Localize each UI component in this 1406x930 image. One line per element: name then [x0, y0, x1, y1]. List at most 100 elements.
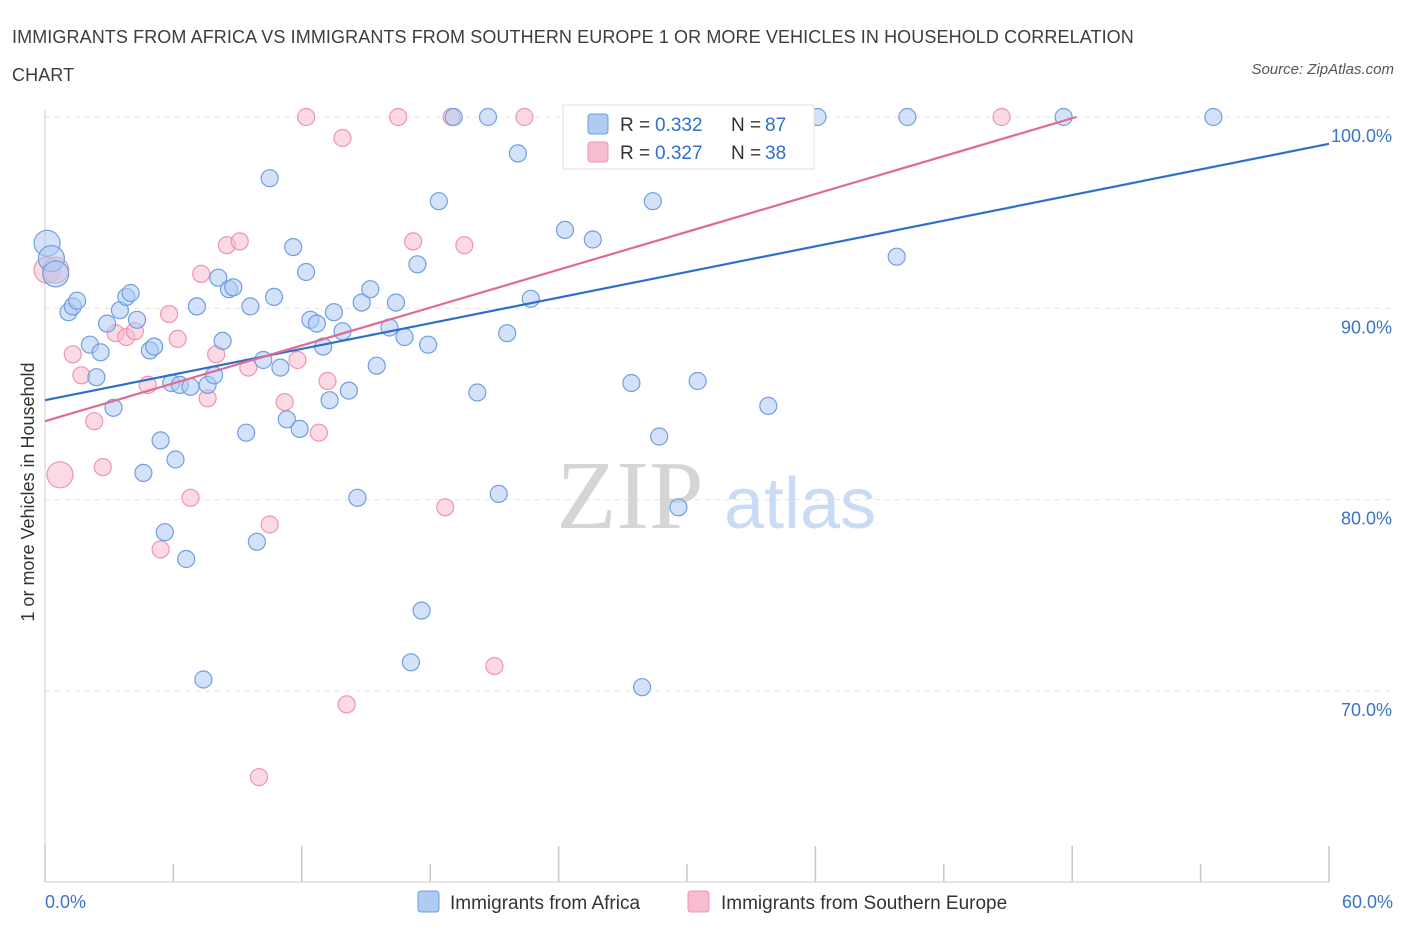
stats-r-label-europe: R =: [620, 143, 650, 164]
data-point-africa: [284, 238, 303, 257]
trend-line-southern-europe: [44, 115, 1077, 423]
data-point-southern-europe: [63, 345, 82, 364]
data-point-africa: [401, 653, 420, 672]
data-point-africa: [643, 192, 662, 211]
data-point-southern-europe: [260, 515, 279, 534]
data-point-africa: [104, 398, 123, 417]
data-point-southern-europe: [288, 350, 307, 370]
watermark-zip: ZIP: [557, 442, 704, 550]
data-point-africa: [209, 268, 228, 287]
data-point-africa: [187, 297, 206, 316]
data-point-africa: [688, 371, 707, 391]
y-tick-label: 80.0%: [1341, 509, 1392, 529]
data-point-africa: [419, 335, 438, 354]
legend-label-africa: Immigrants from Africa: [450, 893, 640, 914]
legend-swatch-europe: [687, 890, 710, 913]
data-point-southern-europe: [72, 366, 91, 385]
data-point-africa: [622, 373, 641, 393]
data-point-southern-europe: [93, 458, 112, 477]
data-point-southern-europe: [485, 656, 504, 676]
data-point-southern-europe: [389, 107, 408, 127]
data-point-africa: [42, 260, 70, 288]
data-point-southern-europe: [992, 107, 1011, 127]
data-point-southern-europe: [160, 305, 179, 324]
x-tick-label-min: 0.0%: [45, 892, 86, 912]
data-point-africa: [271, 358, 290, 377]
data-point-africa: [307, 314, 326, 333]
data-point-africa: [297, 262, 316, 282]
data-point-africa: [324, 303, 343, 322]
data-point-africa: [241, 297, 260, 316]
legend-label-europe: Immigrants from Southern Europe: [721, 893, 1007, 914]
watermark-atlas: atlas: [724, 464, 876, 544]
data-point-africa: [237, 423, 256, 442]
data-point-africa: [412, 601, 431, 620]
data-point-southern-europe: [297, 107, 316, 127]
data-point-southern-europe: [515, 107, 534, 127]
series-legend: Immigrants from Africa Immigrants from S…: [417, 890, 1007, 914]
data-point-southern-europe: [436, 498, 455, 517]
data-point-africa: [468, 383, 487, 402]
stats-swatch-africa: [587, 113, 609, 135]
data-point-africa: [508, 144, 528, 163]
data-point-southern-europe: [168, 329, 187, 348]
data-point-africa: [155, 523, 174, 542]
stats-swatch-europe: [587, 141, 609, 163]
data-point-southern-europe: [337, 695, 356, 714]
data-point-africa: [759, 396, 778, 415]
data-point-africa: [97, 314, 117, 333]
data-point-southern-europe: [230, 232, 249, 251]
stats-n-label-europe: N =: [731, 143, 761, 164]
data-point-africa: [361, 280, 380, 299]
data-point-africa: [134, 463, 153, 482]
y-axis-label: 1 or more Vehicles in Household: [18, 362, 38, 621]
points-southern-europe: [33, 107, 1011, 787]
data-point-africa: [887, 247, 906, 266]
stats-r-africa: 0.332: [655, 115, 703, 136]
stats-n-europe: 38: [765, 143, 786, 164]
data-point-africa: [339, 381, 358, 400]
data-point-africa: [898, 107, 917, 127]
data-point-africa: [277, 410, 296, 429]
data-point-africa: [583, 230, 602, 249]
grid-layer: [45, 116, 1392, 692]
data-point-africa: [264, 287, 284, 306]
data-point-africa: [213, 331, 232, 350]
data-point-africa: [489, 484, 508, 503]
data-point-africa: [498, 324, 517, 343]
data-point-southern-europe: [333, 128, 352, 148]
data-point-africa: [290, 419, 309, 438]
x-tick-label-max: 60.0%: [1342, 892, 1393, 912]
chart-title: IMMIGRANTS FROM AFRICA VS IMMIGRANTS FRO…: [12, 27, 1134, 85]
y-tick-label: 70.0%: [1341, 700, 1392, 720]
data-point-africa: [145, 337, 164, 356]
data-point-africa: [444, 107, 463, 127]
data-point-southern-europe: [192, 264, 211, 283]
data-point-southern-europe: [181, 488, 200, 507]
data-point-africa: [320, 391, 339, 410]
y-tick-label: 90.0%: [1341, 317, 1392, 337]
chart-source: Source: ZipAtlas.com: [1251, 61, 1394, 78]
data-point-africa: [650, 427, 669, 446]
data-point-africa: [348, 488, 367, 507]
data-point-africa: [478, 107, 498, 127]
data-point-africa: [555, 220, 575, 239]
data-point-southern-europe: [151, 540, 170, 559]
axes-layer: 70.0% 80.0% 90.0% 100.0% 0.0% 60.0%: [44, 110, 1393, 912]
stats-r-europe: 0.327: [655, 143, 703, 164]
data-point-africa: [91, 343, 110, 362]
data-point-africa: [194, 670, 213, 689]
data-point-africa: [121, 283, 140, 303]
data-point-africa: [1204, 107, 1223, 127]
data-point-africa: [352, 293, 371, 312]
trend-layer: [44, 115, 1330, 423]
data-point-southern-europe: [249, 767, 269, 787]
points-africa: [33, 107, 1223, 697]
data-point-africa: [247, 532, 266, 551]
stats-n-africa: 87: [765, 115, 786, 136]
data-point-africa: [67, 291, 87, 310]
data-point-africa: [429, 192, 448, 211]
trend-line-africa: [44, 142, 1330, 402]
stats-r-label-africa: R =: [620, 115, 650, 136]
data-point-africa: [367, 356, 386, 375]
